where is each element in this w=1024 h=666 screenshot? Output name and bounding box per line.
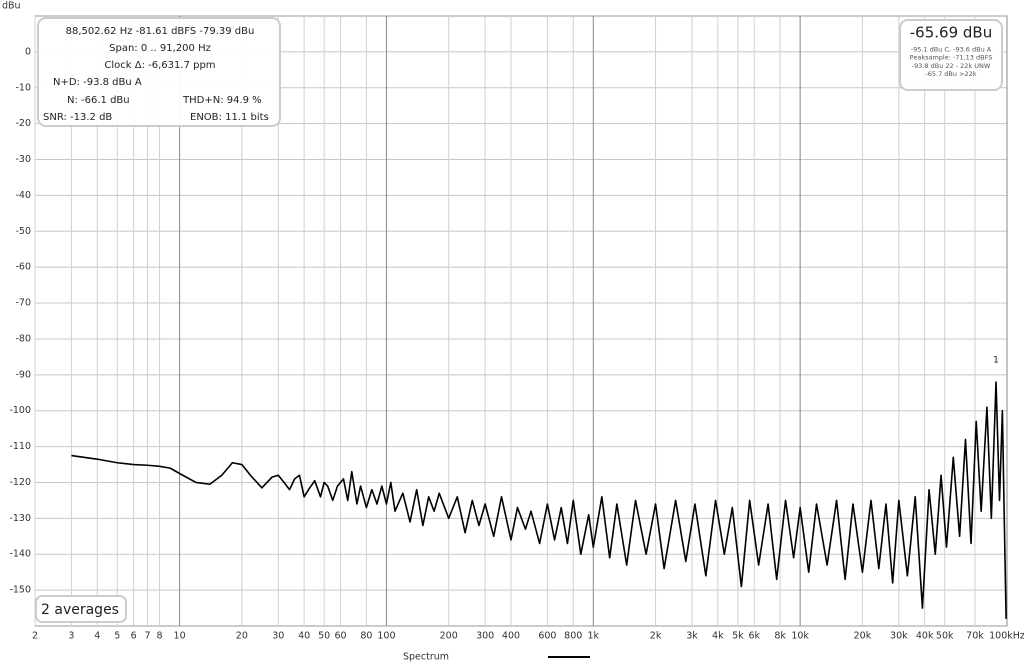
x-tick-label: 60 (335, 631, 347, 642)
x-tick-label: 80 (360, 631, 372, 642)
y-tick-label: -80 (15, 333, 31, 344)
x-tick-label: 6 (131, 631, 137, 642)
y-tick-label: -10 (15, 82, 31, 93)
info-text: 88,502.62 Hz -81.61 dBFS -79.39 dBu (66, 26, 255, 37)
legend-label: Spectrum (403, 652, 449, 663)
x-tick-label: 100 (377, 631, 395, 642)
readout-value: -65.69 dBu (910, 24, 992, 42)
x-tick-label: 40k (916, 631, 934, 642)
x-tick-label: 70k (966, 631, 984, 642)
x-tick-label: 5k (732, 631, 744, 642)
info-text: Clock Δ: -6,631.7 ppm (104, 60, 215, 71)
x-tick-label: 40 (298, 631, 310, 642)
y-tick-label: -110 (9, 441, 31, 452)
y-tick-label: -30 (15, 154, 31, 165)
x-tick-label: 200 (440, 631, 458, 642)
info-text: N: -66.1 dBu (67, 95, 130, 106)
y-tick-label: -50 (15, 226, 31, 237)
y-tick-label: -130 (9, 513, 31, 524)
x-tick-label: 30 (272, 631, 284, 642)
x-tick-label: 3k (686, 631, 698, 642)
x-tick-label: 30k (890, 631, 908, 642)
y-tick-label: -60 (15, 262, 31, 273)
readout-detail: -65.7 dBu >22k (925, 70, 976, 78)
readout-detail: Peaksample: -71.13 dBFS (910, 54, 993, 62)
y-tick-label: -70 (15, 298, 31, 309)
x-tick-label: 1k (588, 631, 600, 642)
y-tick-label: -90 (15, 369, 31, 380)
y-tick-label: -20 (15, 118, 31, 129)
info-text: SNR: -13.2 dB (43, 112, 112, 123)
info-box (37, 17, 281, 127)
x-tick-label: 400 (502, 631, 520, 642)
averages-box (35, 595, 127, 623)
y-axis-label: dBu (2, 1, 21, 12)
series (71, 381, 1007, 619)
x-tick-label: 5 (114, 631, 120, 642)
info-text: Span: 0 .. 91,200 Hz (109, 43, 211, 54)
x-tick-label: 100kHz (989, 631, 1024, 642)
x-tick-label: 2k (650, 631, 662, 642)
info-text: THD+N: 94.9 % (182, 95, 262, 106)
y-tick-label: -150 (9, 585, 31, 596)
readout-box (899, 19, 1003, 91)
y-tick-label: 0 (25, 46, 31, 57)
x-tick-label: 50k (936, 631, 954, 642)
y-tick-label: -40 (15, 190, 31, 201)
y-tick-label: -120 (9, 477, 31, 488)
x-tick-label: 600 (538, 631, 556, 642)
y-tick-label: -100 (9, 405, 31, 416)
x-tick-label: 2 (32, 631, 38, 642)
readout-detail: -95.1 dBu C, -93.6 dBu A (911, 45, 992, 53)
x-tick-label: 10k (791, 631, 809, 642)
x-tick-label: 3 (68, 631, 74, 642)
spectrum-line (71, 381, 1007, 619)
x-tick-label: 300 (476, 631, 494, 642)
x-tick-label: 20 (236, 631, 248, 642)
info-text: N+D: -93.8 dBu A (53, 77, 142, 88)
x-tick-label: 8k (774, 631, 786, 642)
x-tick-label: 800 (564, 631, 582, 642)
x-tick-label: 4k (712, 631, 724, 642)
averages: 2 averages (41, 602, 119, 618)
info-text: ENOB: 11.1 bits (190, 112, 269, 123)
x-tick-label: 7 (145, 631, 151, 642)
x-tick-label: 8 (157, 631, 163, 642)
grid (34, 16, 1008, 626)
x-tick-label: 20k (854, 631, 872, 642)
x-tick-label: 10 (174, 631, 186, 642)
y-tick-label: -140 (9, 549, 31, 560)
peak-marker: 1 (993, 356, 999, 366)
readout-detail: -93.8 dBu 22 - 22k UNW (912, 62, 991, 70)
x-tick-label: 4 (94, 631, 100, 642)
x-tick-label: 6k (748, 631, 760, 642)
x-tick-label: 50 (318, 631, 330, 642)
